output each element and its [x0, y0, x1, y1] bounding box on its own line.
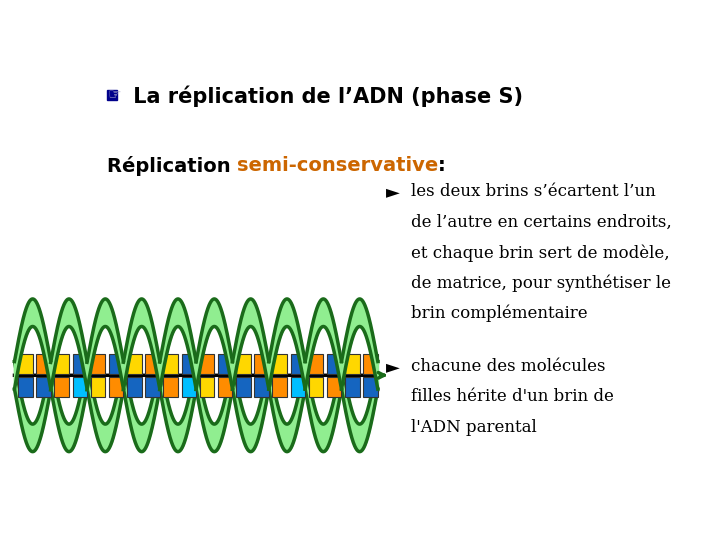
FancyBboxPatch shape [181, 376, 196, 396]
FancyBboxPatch shape [291, 376, 305, 396]
Text: La réplication de l’ADN (phase S): La réplication de l’ADN (phase S) [126, 85, 523, 107]
FancyBboxPatch shape [236, 376, 251, 396]
FancyBboxPatch shape [145, 354, 160, 374]
FancyBboxPatch shape [91, 354, 105, 374]
FancyBboxPatch shape [218, 354, 233, 374]
FancyBboxPatch shape [36, 354, 51, 374]
FancyBboxPatch shape [145, 376, 160, 396]
FancyBboxPatch shape [163, 376, 178, 396]
FancyBboxPatch shape [181, 354, 196, 374]
FancyBboxPatch shape [345, 354, 360, 374]
FancyBboxPatch shape [55, 354, 69, 374]
Text: :: : [438, 156, 446, 176]
Text: ►: ► [386, 358, 400, 376]
Text: de matrice, pour synthétiser le: de matrice, pour synthétiser le [411, 274, 671, 292]
FancyBboxPatch shape [109, 354, 123, 374]
FancyBboxPatch shape [18, 354, 32, 374]
FancyBboxPatch shape [218, 376, 233, 396]
FancyBboxPatch shape [364, 354, 378, 374]
FancyBboxPatch shape [109, 376, 123, 396]
FancyBboxPatch shape [364, 376, 378, 396]
Text: ☞: ☞ [107, 87, 121, 103]
FancyBboxPatch shape [309, 354, 323, 374]
Text: semi-conservative: semi-conservative [237, 156, 438, 176]
FancyBboxPatch shape [254, 354, 269, 374]
FancyBboxPatch shape [236, 354, 251, 374]
FancyBboxPatch shape [327, 376, 341, 396]
FancyBboxPatch shape [254, 376, 269, 396]
FancyBboxPatch shape [345, 376, 360, 396]
Text: de l’autre en certains endroits,: de l’autre en certains endroits, [411, 214, 672, 231]
Text: brin complémentaire: brin complémentaire [411, 305, 588, 322]
Text: filles hérite d'un brin de: filles hérite d'un brin de [411, 388, 613, 406]
FancyBboxPatch shape [327, 354, 341, 374]
Text: Réplication: Réplication [107, 156, 237, 176]
FancyBboxPatch shape [199, 376, 215, 396]
Text: l'ADN parental: l'ADN parental [411, 418, 536, 436]
FancyBboxPatch shape [73, 376, 87, 396]
FancyBboxPatch shape [73, 354, 87, 374]
FancyBboxPatch shape [36, 376, 51, 396]
Text: ►: ► [386, 183, 400, 201]
FancyBboxPatch shape [272, 376, 287, 396]
FancyBboxPatch shape [291, 354, 305, 374]
Text: les deux brins s’écartent l’un: les deux brins s’écartent l’un [411, 183, 656, 200]
FancyBboxPatch shape [199, 354, 215, 374]
FancyBboxPatch shape [127, 376, 142, 396]
FancyBboxPatch shape [309, 376, 323, 396]
FancyBboxPatch shape [272, 354, 287, 374]
FancyBboxPatch shape [91, 376, 105, 396]
FancyBboxPatch shape [18, 376, 32, 396]
Text: et chaque brin sert de modèle,: et chaque brin sert de modèle, [411, 244, 670, 261]
FancyBboxPatch shape [107, 90, 117, 100]
FancyBboxPatch shape [127, 354, 142, 374]
FancyBboxPatch shape [55, 376, 69, 396]
Text: chacune des molécules: chacune des molécules [411, 358, 606, 375]
FancyBboxPatch shape [163, 354, 178, 374]
